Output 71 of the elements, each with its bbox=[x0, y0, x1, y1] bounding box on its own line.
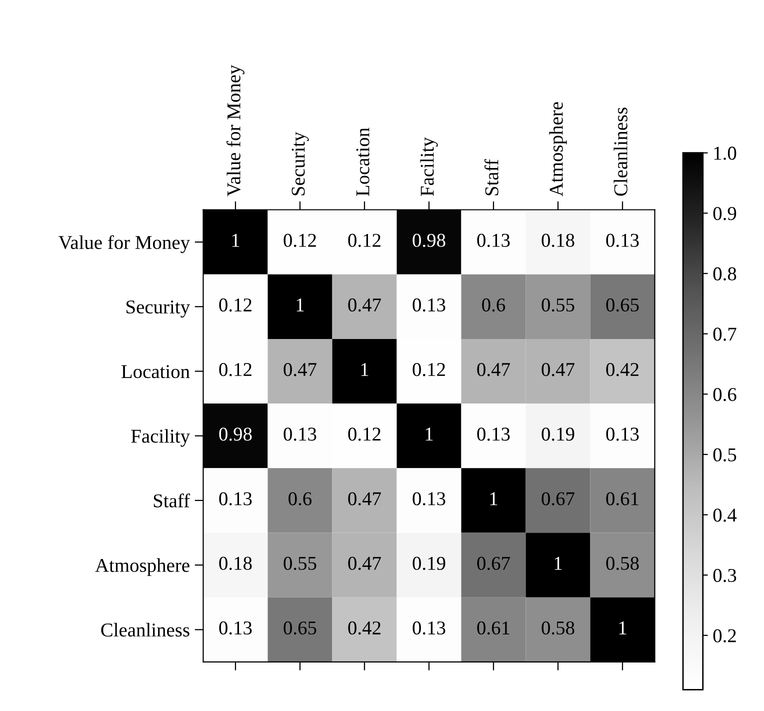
y-tick-label: Facility bbox=[131, 429, 190, 447]
data-label: 0.47 bbox=[348, 556, 381, 570]
data-label: 0.47 bbox=[477, 362, 510, 376]
color-bar-label: 0.2 bbox=[713, 629, 736, 642]
data-label: 1 bbox=[490, 492, 498, 506]
data-label: 1 bbox=[361, 363, 368, 376]
data-label: 0.98 bbox=[219, 428, 252, 441]
color-bar-label: 0.6 bbox=[713, 388, 736, 402]
data-label: 0.19 bbox=[412, 556, 446, 570]
data-label: 0.13 bbox=[606, 234, 639, 247]
data-label: 0.13 bbox=[412, 298, 446, 312]
data-label: 0.19 bbox=[542, 428, 574, 441]
data-label: 0.13 bbox=[284, 428, 316, 441]
data-label: 0.13 bbox=[219, 492, 252, 506]
data-label: 0.18 bbox=[219, 556, 252, 570]
data-label: 0.47 bbox=[542, 362, 574, 376]
data-label: 0.12 bbox=[284, 234, 316, 247]
data-label: 0.13 bbox=[412, 621, 446, 635]
data-label: 0.61 bbox=[477, 621, 510, 635]
data-label: 0.47 bbox=[284, 362, 316, 376]
data-label: 1 bbox=[296, 298, 304, 312]
data-label: 0.65 bbox=[606, 298, 639, 312]
y-tick-label: Security bbox=[126, 300, 190, 318]
data-label: 0.61 bbox=[606, 492, 638, 506]
data-label: 0.42 bbox=[348, 621, 380, 635]
data-label: 0.98 bbox=[412, 234, 446, 247]
color-bar-label: 0.8 bbox=[713, 267, 736, 281]
x-tick-label: Cleanliness bbox=[614, 108, 628, 196]
data-label: 0.13 bbox=[477, 234, 510, 247]
data-label: 0.67 bbox=[477, 556, 510, 570]
color-bar-label: 0.9 bbox=[713, 206, 736, 220]
data-label: 0.42 bbox=[606, 362, 638, 376]
data-label: 0.47 bbox=[348, 298, 381, 312]
data-label: 1 bbox=[554, 556, 562, 570]
x-tick-label: Security bbox=[292, 132, 309, 196]
data-label: 0.55 bbox=[284, 556, 316, 570]
data-label: 0.58 bbox=[542, 621, 574, 635]
y-tick-label: Cleanliness bbox=[101, 622, 190, 637]
x-tick-label: Atmosphere bbox=[549, 102, 567, 196]
color-bar-label: 0.3 bbox=[713, 568, 736, 582]
x-tick-label: Location bbox=[356, 128, 370, 196]
y-tick-label: Staff bbox=[154, 494, 190, 508]
y-tick-label: Location bbox=[121, 365, 190, 378]
data-label: 1 bbox=[619, 621, 626, 634]
data-label: 0.12 bbox=[348, 234, 380, 247]
data-label: 0.6 bbox=[482, 298, 506, 312]
data-label: 1 bbox=[232, 234, 240, 247]
data-label: 0.12 bbox=[348, 428, 380, 441]
data-label: 1 bbox=[426, 428, 433, 441]
y-tick-label: Atmosphere bbox=[95, 558, 190, 576]
data-label: 0.47 bbox=[348, 492, 381, 506]
data-label: 0.67 bbox=[542, 492, 574, 506]
color-bar-label: 0.4 bbox=[713, 508, 737, 522]
color-bar-label: 0.7 bbox=[713, 328, 736, 341]
color-bar-label: 0.5 bbox=[713, 448, 736, 462]
data-label: 0.6 bbox=[288, 492, 312, 506]
color-bar-label: 1.0 bbox=[714, 146, 736, 160]
y-tick-label: Value for Money bbox=[58, 235, 190, 254]
data-label: 0.65 bbox=[284, 621, 316, 635]
data-label: 0.58 bbox=[606, 556, 639, 570]
data-label: 0.12 bbox=[219, 298, 252, 312]
data-label: 0.18 bbox=[542, 234, 574, 247]
data-label: 0.13 bbox=[477, 428, 510, 441]
data-label: 0.12 bbox=[412, 362, 445, 376]
x-tick-label: Staff bbox=[484, 159, 498, 196]
data-label: 0.13 bbox=[606, 428, 639, 441]
data-label: 0.13 bbox=[412, 492, 446, 506]
x-tick-label: Facility bbox=[420, 137, 438, 196]
data-label: 0.55 bbox=[542, 298, 574, 312]
data-label: 0.12 bbox=[219, 362, 252, 376]
data-label: 0.13 bbox=[219, 621, 252, 635]
